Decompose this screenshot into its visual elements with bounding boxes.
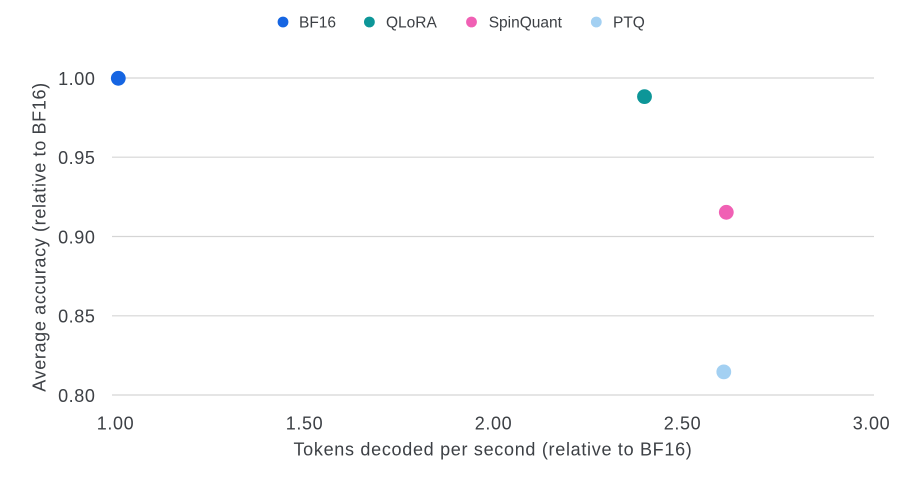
svg-text:2.00: 2.00 (475, 413, 512, 433)
svg-text:2.50: 2.50 (664, 413, 701, 433)
svg-text:BF16: BF16 (299, 14, 336, 31)
svg-text:0.90: 0.90 (58, 227, 95, 247)
svg-text:0.85: 0.85 (58, 307, 95, 327)
svg-text:0.95: 0.95 (58, 148, 95, 168)
svg-text:PTQ: PTQ (613, 14, 645, 31)
svg-text:0.80: 0.80 (58, 386, 95, 406)
svg-text:Tokens decoded per second (rel: Tokens decoded per second (relative to B… (293, 440, 692, 460)
svg-text:1.50: 1.50 (286, 413, 323, 433)
svg-text:3.00: 3.00 (853, 413, 890, 433)
svg-text:SpinQuant: SpinQuant (489, 14, 563, 31)
svg-text:Average accuracy (relative to: Average accuracy (relative to BF16) (30, 82, 50, 392)
svg-text:1.00: 1.00 (97, 413, 134, 433)
svg-text:1.00: 1.00 (58, 69, 95, 89)
svg-text:QLoRA: QLoRA (386, 14, 437, 31)
